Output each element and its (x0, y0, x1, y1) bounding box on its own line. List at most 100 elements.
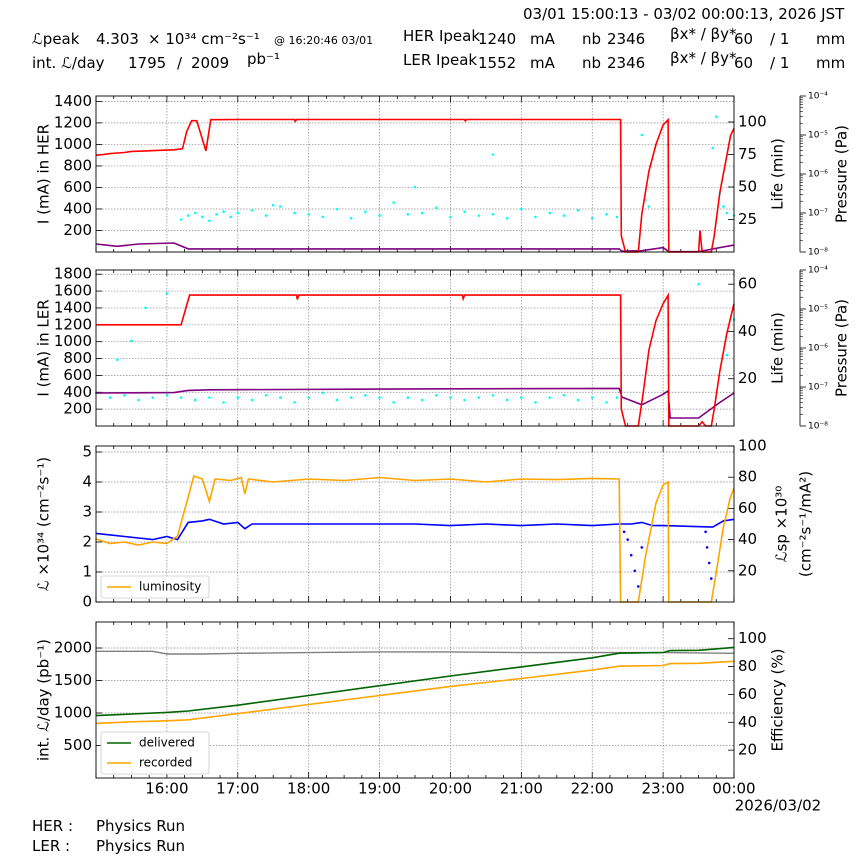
lifetime-point (137, 398, 140, 402)
pressure-tick-label: 10⁻⁴ (808, 266, 828, 276)
y-tick-label: 800 (63, 349, 92, 367)
y-axis-label: I (mA) in HER (35, 124, 53, 224)
x-tick-label: 18:00 (287, 780, 330, 798)
lifetime-point (520, 396, 523, 399)
y2-tick-label: 25 (738, 210, 757, 228)
lifetime-point (463, 398, 466, 402)
y-tick-label: 1600 (54, 282, 92, 300)
lifetime-point (378, 214, 381, 217)
lpeak-unit: × 10³⁴ cm⁻²s⁻¹ (148, 30, 260, 48)
lifetime-point (420, 398, 424, 402)
lifetime-point (108, 396, 112, 399)
y2-tick-label: 60 (738, 275, 757, 293)
ler-current: 1552 (478, 54, 517, 72)
y-tick-label: 1 (82, 563, 92, 581)
panel-frame (95, 445, 735, 603)
footer-ler-label: LER : (32, 837, 71, 855)
her-beta-label: βx* / βy* (670, 25, 737, 43)
lifetime-point (505, 398, 509, 402)
y2-axis-label: Life (min) (769, 138, 787, 210)
lifetime-point (321, 215, 325, 219)
ler-beta-y: / 1 (770, 54, 790, 72)
legend-label: recorded (139, 756, 192, 770)
lifetime-point (715, 115, 718, 119)
lifetime-point (364, 210, 367, 213)
panel-frame (95, 621, 735, 779)
lifetime-point (279, 205, 282, 208)
her-current-unit: mA (530, 30, 555, 48)
y2-axis-label: Efficiency (%) (769, 649, 787, 752)
pressure-tick-label: 10⁻⁶ (808, 170, 828, 180)
intl-unit: pb⁻¹ (247, 50, 280, 68)
ler-current-unit: mA (530, 54, 555, 72)
lifetime-point (711, 146, 714, 150)
specific-luminosity-line (95, 518, 735, 541)
lifetime-point (477, 396, 481, 399)
lifetime-point (378, 396, 381, 399)
x-tick-label: 23:00 (641, 780, 684, 798)
lifetime-point (236, 211, 240, 215)
intl-label: int. ℒ/day (32, 54, 105, 72)
specific-luminosity-point (710, 577, 713, 580)
specific-luminosity-point (622, 530, 626, 534)
y-tick-label: 1500 (54, 671, 92, 689)
lifetime-point (406, 396, 410, 399)
lifetime-point (186, 214, 190, 217)
specific-luminosity-point (626, 538, 629, 541)
recorded-line (95, 660, 735, 725)
specific-luminosity-point (705, 546, 709, 549)
lifetime-point (201, 215, 204, 219)
lifetime-point (615, 215, 619, 219)
y2-axis-label: Life (min) (769, 312, 787, 384)
legend-box (100, 575, 210, 599)
y2-tick-label: 40 (738, 322, 757, 340)
lifetime-point (215, 213, 218, 216)
y2-tick-label: 20 (738, 369, 757, 387)
pressure-tick-label: 10⁻⁵ (808, 131, 828, 141)
y2-tick-label: 100 (738, 629, 767, 647)
pressure-tick-label: 10⁻⁴ (808, 92, 828, 102)
lifetime-point (725, 353, 729, 357)
y2-axis-label: ℒsp ×10³⁰ (773, 486, 791, 563)
lifetime-point (605, 213, 608, 216)
y-tick-label: 600 (63, 366, 92, 384)
lifetime-point (576, 209, 580, 212)
lifetime-point (307, 396, 311, 399)
lifetime-point (335, 207, 339, 211)
lifetime-point (151, 396, 154, 399)
lifetime-point (179, 396, 183, 399)
ler-label: LER Ipeak (403, 51, 478, 69)
lifetime-point (534, 215, 537, 219)
her-label: HER Ipeak (403, 27, 480, 45)
y-tick-label: 500 (63, 736, 92, 754)
y-tick-label: 1200 (54, 113, 92, 131)
lifetime-point (520, 207, 523, 211)
lifetime-point (449, 396, 452, 399)
lifetime-point (279, 396, 282, 399)
y-tick-label: 1800 (54, 265, 92, 283)
lifetime-point (477, 214, 481, 217)
lifetime-point (640, 133, 644, 137)
y-tick-label: 4 (82, 473, 92, 491)
lifetime-point (413, 185, 417, 189)
lifetime-point (264, 214, 268, 217)
footer-ler-status: Physics Run (96, 837, 186, 855)
lifetime-point (406, 213, 410, 216)
pressure-tick-label: 10⁻⁸ (808, 422, 828, 432)
y-tick-label: 3 (82, 503, 92, 521)
ler-beta-x: 60 (734, 54, 754, 72)
lifetime-point (335, 398, 339, 402)
y-tick-label: 1400 (54, 92, 92, 110)
lifetime-point (250, 209, 254, 212)
lifetime-point (435, 206, 438, 210)
x-tick-label: 17:00 (216, 780, 259, 798)
time-range: 03/01 15:00:13 - 03/02 00:00:13, 2026 JS… (523, 5, 845, 23)
lifetime-point (722, 205, 725, 208)
lifetime-point (364, 394, 367, 397)
x-tick-label: 16:00 (145, 780, 188, 798)
y2-tick-label: 80 (738, 468, 757, 486)
lifetime-point (130, 339, 133, 343)
y2-tick-label: 60 (738, 499, 757, 517)
lifetime-point (236, 396, 240, 399)
